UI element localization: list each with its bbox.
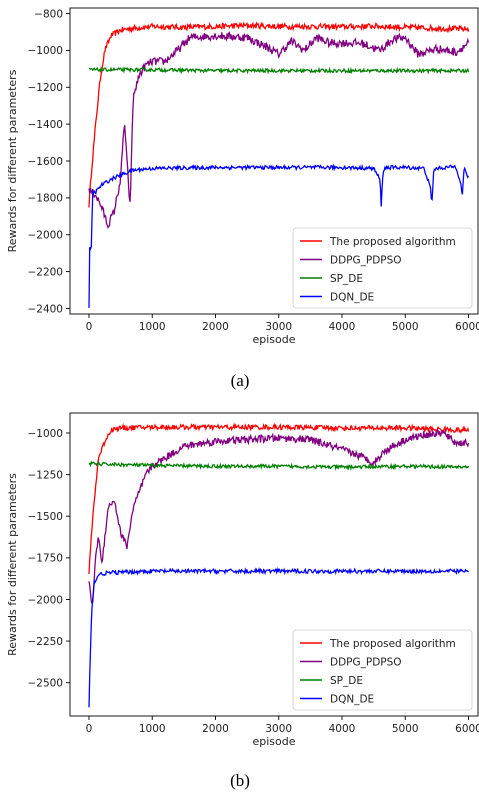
chart-panel-a: 0 1000 2000 3000 4000 5000 6000 −2400 −2200 −2000… [6,7,479,390]
y-tick-label: −2000 [27,594,63,606]
series-line-sp-de [89,66,470,75]
legend-label: The proposed algorithm [329,236,456,248]
x-tick-label: 0 [86,723,93,735]
x-tick-label: 4000 [329,723,356,735]
series-line-the-proposed-algorithm [88,422,470,575]
figure-caption: (a) [231,371,250,390]
x-tick-label: 6000 [455,321,479,333]
series-line-dqn-de [88,566,469,708]
x-axis-label: episode [252,735,295,748]
y-axis-label: Rewards for different parameters [6,473,19,656]
plot-frame [69,412,479,717]
y-tick-label: −1750 [27,553,63,565]
y-tick-label: −2400 [27,303,63,315]
chart-panel-b: 0 1000 2000 3000 4000 5000 6000 −2500 −2250 −2000… [6,412,479,790]
series-line-sp-de [88,460,470,471]
legend-label: SP_DE [330,273,363,285]
y-tick-label: −1400 [27,119,63,131]
y-tick-label: −1200 [27,82,63,94]
y-tick-label: −800 [34,8,63,20]
legend-label: The proposed algorithm [329,638,456,650]
x-tick-label: 5000 [392,723,419,735]
x-tick-label: 3000 [265,723,292,735]
y-tick-label: −1600 [27,156,63,168]
legend-label: DQN_DE [330,291,374,303]
legend-box [292,227,473,309]
x-tick-label: 0 [86,321,93,333]
x-tick-label: 5000 [392,321,419,333]
legend: The proposed algorithm DDPG_PDPSO SP_DE DQN… [292,227,473,309]
y-tick-label: −2000 [27,230,63,242]
legend-label: DQN_DE [330,693,374,705]
y-tick-label: −2500 [27,678,63,690]
y-axis-label: Rewards for different parameters [6,69,19,252]
x-tick-label: 1000 [139,723,166,735]
legend-box [292,629,473,711]
y-tick-label: −1250 [27,469,63,481]
y-tick-label: −2200 [27,266,63,278]
x-axis-label: episode [252,333,295,346]
x-tick-label: 4000 [329,321,356,333]
x-tick-label: 6000 [455,723,479,735]
y-tick-label: −2250 [27,636,63,648]
x-tick-label: 2000 [202,723,229,735]
series-line-ddpg-pdpso [88,428,470,605]
y-tick-label: −1500 [27,511,63,523]
series-line-dqn-de [88,163,470,308]
x-tick-label: 1000 [139,321,166,333]
series-line-ddpg-pdpso [88,31,470,229]
figure-caption: (b) [230,771,250,790]
series-line-the-proposed-algorithm [88,21,470,208]
y-tick-label: −1800 [27,193,63,205]
legend-label: DDPG_PDPSO [330,254,402,266]
legend-label: DDPG_PDPSO [330,656,402,668]
legend: The proposed algorithm DDPG_PDPSO SP_DE DQN… [292,629,473,711]
x-tick-label: 3000 [265,321,292,333]
legend-label: SP_DE [330,675,363,687]
x-tick-label: 2000 [202,321,229,333]
y-tick-label: −1000 [27,45,63,57]
y-tick-label: −1000 [27,428,63,440]
